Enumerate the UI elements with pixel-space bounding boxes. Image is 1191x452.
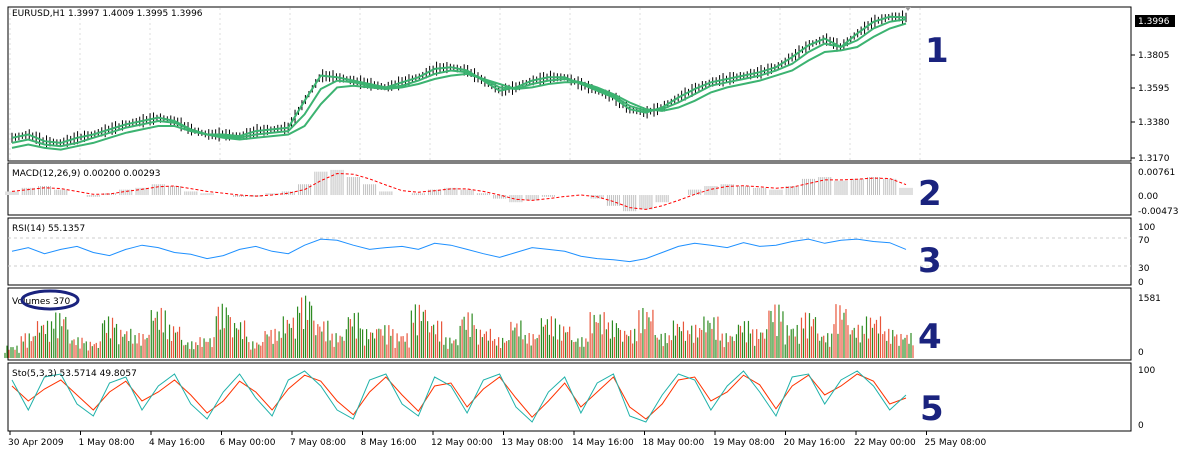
- stochastic-title: Sto(5,3,3) 53.5714 49.8057: [12, 369, 137, 379]
- price-pane[interactable]: EURUSD,H1 1.3997 1.4009 1.3995 1.3996 1.…: [7, 6, 1175, 164]
- volume-highlight-circle: [20, 289, 80, 311]
- stochastic-main-line: [11, 370, 907, 423]
- volume-bars: [4, 295, 914, 358]
- macd-tick-label: 0.00761: [1138, 168, 1175, 178]
- chart-shift-marker[interactable]: [905, 7, 911, 11]
- time-tick-label: 19 May 08:00: [713, 438, 775, 448]
- macd-signal-line: [11, 172, 907, 210]
- rsi-pane[interactable]: RSI(14) 55.1357 100 70 30 0: [7, 217, 1155, 288]
- annotation-4: 4: [918, 317, 942, 357]
- rsi-line: [11, 238, 907, 263]
- time-tick-label: 18 May 00:00: [643, 438, 705, 448]
- price-tick-label: 1.3380: [1138, 118, 1170, 128]
- rsi-title: RSI(14) 55.1357: [12, 224, 85, 234]
- macd-title: MACD(12,26,9) 0.00200 0.00293: [12, 169, 161, 179]
- time-tick-label: 7 May 08:00: [290, 438, 346, 448]
- volume-title: Volumes 370: [12, 297, 70, 307]
- volume-tick-label: 1581: [1138, 294, 1161, 304]
- stochastic-pane[interactable]: Sto(5,3,3) 53.5714 49.8057 100 0: [7, 362, 1155, 432]
- annotation-2: 2: [918, 174, 942, 214]
- time-tick-label: 30 Apr 2009: [8, 438, 64, 448]
- time-tick-label: 13 May 08:00: [502, 438, 564, 448]
- annotation-3: 3: [918, 241, 942, 281]
- time-axis: 30 Apr 2009 1 May 08:00 4 May 16:00 6 May 0…: [8, 431, 986, 448]
- price-y-axis: 1.3805 1.3595 1.3380 1.3170: [1131, 51, 1170, 164]
- stochastic-tick-label: 0: [1138, 421, 1144, 431]
- volume-pane[interactable]: Volumes 370 1581 0: [4, 287, 1161, 361]
- price-grid: [9, 8, 921, 160]
- volume-y-axis: 1581 0: [1138, 294, 1161, 358]
- rsi-y-axis: 100 70 30 0: [1138, 223, 1155, 288]
- stochastic-tick-label: 100: [1138, 366, 1155, 376]
- symbol-header: EURUSD,H1 1.3997 1.4009 1.3995 1.3996: [12, 9, 203, 19]
- annotation-5: 5: [920, 389, 944, 429]
- rsi-tick-label: 100: [1138, 223, 1155, 233]
- time-tick-label: 8 May 16:00: [361, 438, 417, 448]
- macd-tick-label: -0.00473: [1138, 207, 1178, 217]
- macd-y-axis: 0.00761 0.00 -0.00473: [1138, 168, 1178, 217]
- price-tick-label: 1.3170: [1138, 154, 1170, 164]
- macd-histogram: [5, 169, 913, 212]
- time-tick-label: 12 May 00:00: [431, 438, 493, 448]
- time-tick-label: 25 May 08:00: [925, 438, 987, 448]
- time-tick-label: 1 May 08:00: [79, 438, 135, 448]
- rsi-tick-label: 0: [1138, 278, 1144, 288]
- macd-tick-label: 0.00: [1138, 192, 1158, 202]
- moving-average-line: [11, 18, 907, 148]
- moving-average-line: [11, 22, 907, 151]
- volume-tick-label: 0: [1138, 348, 1144, 358]
- stochastic-signal-line: [11, 373, 907, 420]
- time-tick-label: 20 May 16:00: [784, 438, 846, 448]
- current-price-label: 1.3996: [1138, 17, 1170, 27]
- time-tick-label: 4 May 16:00: [149, 438, 205, 448]
- current-price-tag: 1.3996: [1135, 15, 1175, 27]
- moving-average-lines: [11, 15, 907, 151]
- price-tick-label: 1.3805: [1138, 51, 1170, 61]
- handwritten-annotations: 1 2 3 4 5: [20, 31, 949, 429]
- time-tick-label: 14 May 16:00: [572, 438, 634, 448]
- rsi-tick-label: 70: [1138, 236, 1150, 246]
- price-tick-label: 1.3595: [1138, 84, 1170, 94]
- macd-pane[interactable]: MACD(12,26,9) 0.00200 0.00293 0.007610.0…: [5, 162, 1178, 217]
- annotation-1: 1: [925, 31, 949, 71]
- time-tick-label: 6 May 00:00: [220, 438, 276, 448]
- stochastic-y-axis: 100 0: [1138, 366, 1155, 431]
- time-tick-label: 22 May 00:00: [854, 438, 916, 448]
- rsi-tick-label: 30: [1138, 264, 1150, 274]
- moving-average-line: [11, 15, 907, 144]
